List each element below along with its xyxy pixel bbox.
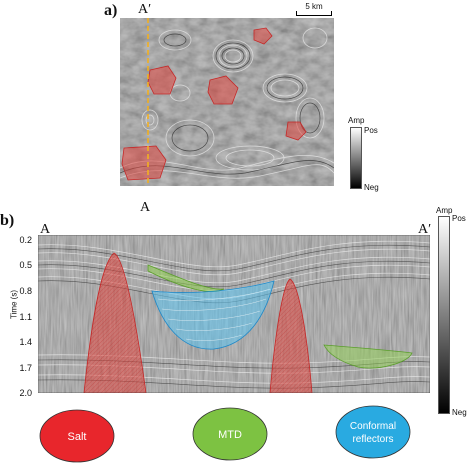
colorbar-a-bottom: Neg — [364, 183, 379, 192]
scale-bar: 5 km — [296, 2, 332, 16]
scale-bar-line — [296, 11, 332, 16]
ytick: 0.2 — [19, 235, 32, 245]
panel-a-label: a) — [104, 2, 118, 19]
colorbar-b-bottom: Neg — [452, 408, 467, 417]
legend-conformal-label-line2: reflectors — [352, 434, 393, 445]
ytick: 2.0 — [19, 388, 32, 398]
legend-mtd: MTD — [192, 407, 268, 461]
seismic-map-view — [120, 18, 334, 186]
ytick: 1.4 — [19, 337, 32, 347]
legend-conformal-label-line1: Conformal — [350, 421, 396, 432]
profile-top-label: A′ — [138, 2, 152, 17]
profile-bottom-label: A — [140, 200, 151, 215]
salt-diapir-left-hatch — [84, 253, 146, 393]
legend-mtd-label: MTD — [218, 429, 242, 441]
seismic-cross-section — [38, 235, 430, 393]
salt-outline-5 — [121, 145, 167, 181]
ytick: 0.8 — [19, 286, 32, 296]
colorbar-b-top: Pos — [452, 214, 466, 223]
colorbar-a — [350, 127, 362, 189]
legend: Salt MTD Conformal reflectors — [39, 405, 411, 463]
ytick: 1.7 — [19, 363, 32, 373]
colorbar-b — [438, 216, 450, 414]
salt-outline-3 — [207, 75, 239, 105]
legend-salt-label: Salt — [68, 431, 87, 443]
section-left-end: A — [40, 222, 51, 237]
section-right-end: A′ — [418, 222, 432, 237]
mtd-body-lower — [323, 344, 413, 369]
colorbar-a-top: Pos — [364, 126, 378, 135]
ytick: 1.1 — [19, 312, 32, 322]
conformal-reflector-body — [151, 280, 275, 350]
mtd-body-upper — [147, 264, 225, 292]
salt-outline-4 — [285, 121, 307, 141]
legend-conformal: Conformal reflectors — [335, 405, 411, 459]
ytick: 0.5 — [19, 260, 32, 270]
salt-outline-1 — [253, 27, 273, 45]
scale-bar-label: 5 km — [305, 2, 323, 11]
panel-b-label: b) — [0, 212, 15, 229]
salt-diapir-right-hatch — [270, 279, 312, 393]
colorbar-a-title: Amp — [348, 116, 365, 125]
colorbar-b-title: Amp — [436, 206, 453, 215]
legend-salt: Salt — [39, 409, 115, 463]
